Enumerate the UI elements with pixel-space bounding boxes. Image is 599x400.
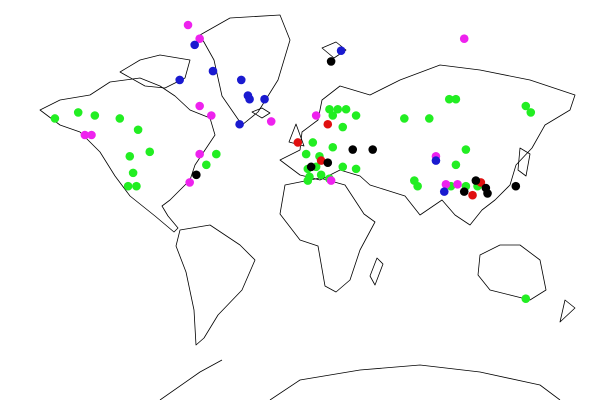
point (260, 94, 269, 104)
point (336, 46, 346, 56)
iceland (251, 107, 271, 119)
point (338, 162, 348, 172)
point (326, 57, 336, 66)
point (125, 151, 135, 161)
point (341, 104, 351, 114)
point (521, 101, 531, 111)
point (338, 122, 348, 132)
point (368, 145, 378, 154)
point (133, 125, 143, 135)
point (90, 111, 100, 120)
arctic-islands (119, 54, 191, 89)
point (266, 117, 276, 126)
point (175, 75, 184, 85)
point (328, 111, 338, 120)
point (207, 111, 216, 120)
point (308, 138, 318, 147)
point (145, 147, 155, 157)
point (128, 168, 138, 178)
point (461, 145, 471, 154)
point (73, 108, 83, 117)
point (80, 130, 90, 140)
madagascar (369, 257, 384, 286)
point (328, 142, 338, 152)
australia (477, 244, 547, 301)
point (208, 66, 218, 76)
point (351, 111, 361, 120)
point (192, 170, 201, 180)
point (323, 158, 333, 168)
point (511, 181, 521, 191)
point (333, 104, 343, 114)
point (459, 34, 469, 43)
point (424, 114, 434, 123)
point (483, 189, 492, 198)
point (301, 149, 311, 159)
point (316, 156, 326, 165)
point (132, 181, 141, 191)
point (202, 160, 211, 170)
new-zealand (559, 299, 576, 323)
point (245, 94, 254, 104)
point (235, 119, 244, 129)
point (451, 160, 461, 170)
point (400, 114, 409, 123)
eurasia (279, 64, 576, 226)
point (316, 170, 326, 180)
point (439, 187, 449, 196)
point (183, 20, 193, 30)
point (212, 149, 221, 159)
antarctica (159, 359, 561, 400)
point (311, 111, 321, 120)
point (444, 94, 454, 104)
point (413, 181, 422, 191)
point (471, 176, 481, 185)
svalbard (321, 41, 347, 59)
point (431, 156, 441, 165)
point (236, 75, 246, 85)
point (190, 40, 199, 50)
coastlines (39, 14, 576, 400)
north-america (39, 77, 216, 233)
point (441, 180, 451, 189)
point (195, 101, 204, 111)
point (303, 176, 313, 185)
point (306, 162, 316, 172)
point (451, 94, 461, 104)
point (351, 164, 361, 174)
point (195, 149, 204, 159)
south-america (175, 224, 256, 346)
point (326, 176, 336, 185)
point (453, 180, 462, 189)
point (185, 178, 194, 187)
point (87, 130, 96, 140)
point (526, 108, 536, 117)
japan (517, 147, 531, 177)
point (115, 114, 125, 123)
point (123, 181, 133, 191)
points (50, 20, 536, 303)
point (323, 119, 333, 129)
point (348, 145, 358, 154)
point (50, 114, 60, 123)
point (468, 190, 477, 200)
africa (279, 177, 376, 293)
point (293, 138, 303, 147)
point (521, 294, 531, 303)
greenland (199, 14, 291, 126)
point (459, 187, 469, 196)
point (195, 34, 204, 43)
